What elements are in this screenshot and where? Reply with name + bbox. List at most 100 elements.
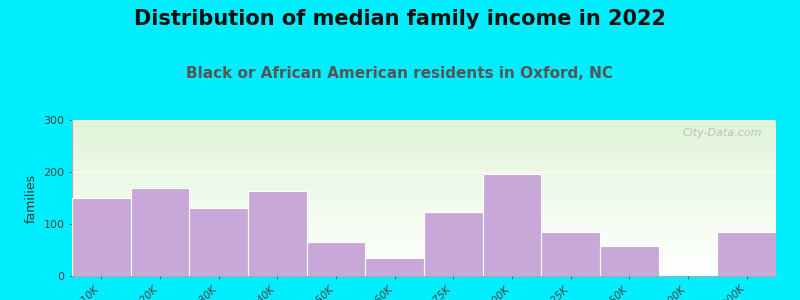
Bar — [72, 223, 776, 224]
Bar — [72, 246, 776, 247]
Bar — [72, 141, 776, 142]
Bar — [72, 239, 776, 240]
Bar — [72, 124, 776, 125]
Bar — [72, 135, 776, 136]
Bar — [72, 170, 776, 171]
Bar — [72, 202, 776, 203]
Bar — [72, 125, 776, 126]
Bar — [72, 253, 776, 254]
Bar — [72, 240, 776, 241]
Bar — [72, 233, 776, 234]
Bar — [72, 209, 776, 210]
Bar — [72, 177, 776, 178]
Bar — [72, 235, 776, 236]
Bar — [72, 147, 776, 148]
Bar — [72, 139, 776, 140]
Bar — [72, 193, 776, 194]
Bar — [72, 186, 776, 187]
Bar — [72, 220, 776, 221]
Bar — [72, 266, 776, 267]
Bar — [72, 232, 776, 233]
Bar — [72, 222, 776, 223]
Bar — [542, 232, 600, 276]
Bar — [72, 225, 776, 226]
Bar — [72, 195, 776, 196]
Bar — [72, 160, 776, 161]
Text: City-Data.com: City-Data.com — [682, 128, 762, 138]
Bar — [72, 142, 776, 143]
Bar — [72, 198, 776, 199]
Bar — [72, 180, 776, 181]
Bar — [72, 121, 776, 122]
Bar — [72, 132, 776, 133]
Bar — [72, 215, 776, 216]
Bar — [72, 264, 776, 265]
Bar — [72, 257, 776, 258]
Bar — [72, 224, 776, 225]
Bar — [72, 183, 776, 184]
Bar — [72, 178, 776, 179]
Bar — [72, 194, 776, 195]
Bar — [72, 128, 776, 129]
Bar — [72, 238, 776, 239]
Bar — [72, 134, 776, 135]
Bar — [72, 270, 776, 271]
Bar — [72, 248, 776, 249]
Bar — [72, 174, 776, 175]
Bar — [306, 242, 366, 276]
Text: Distribution of median family income in 2022: Distribution of median family income in … — [134, 9, 666, 29]
Bar — [72, 157, 776, 158]
Bar — [72, 130, 776, 131]
Bar — [72, 207, 776, 208]
Bar — [72, 226, 776, 227]
Bar — [72, 271, 776, 272]
Bar — [72, 213, 776, 214]
Bar — [72, 255, 776, 256]
Bar — [72, 149, 776, 150]
Bar — [72, 267, 776, 268]
Bar — [72, 156, 776, 157]
Bar — [72, 269, 776, 270]
Bar — [72, 190, 776, 191]
Bar — [72, 260, 776, 261]
Bar — [72, 136, 776, 137]
Bar — [72, 120, 776, 121]
Bar — [72, 131, 776, 132]
Bar — [72, 171, 776, 172]
Bar — [72, 168, 776, 169]
Bar — [72, 199, 776, 200]
Bar — [72, 148, 776, 149]
Bar — [72, 256, 776, 257]
Bar — [72, 145, 776, 146]
Bar — [72, 123, 776, 124]
Bar — [72, 249, 776, 250]
Bar — [72, 228, 776, 229]
Bar — [72, 189, 776, 190]
Bar — [72, 204, 776, 205]
Bar — [72, 137, 776, 138]
Bar — [72, 163, 776, 164]
Bar — [72, 127, 776, 128]
Bar — [424, 212, 482, 276]
Bar — [482, 174, 542, 276]
Bar — [72, 229, 776, 230]
Bar — [72, 162, 776, 163]
Bar — [72, 261, 776, 262]
Bar — [72, 175, 776, 176]
Y-axis label: families: families — [25, 173, 38, 223]
Bar — [72, 262, 776, 263]
Bar — [190, 208, 248, 276]
Bar — [72, 268, 776, 269]
Bar — [72, 138, 776, 139]
Bar — [72, 182, 776, 183]
Bar — [72, 206, 776, 207]
Bar — [72, 274, 776, 275]
Bar — [72, 212, 776, 213]
Bar — [72, 155, 776, 156]
Bar — [72, 201, 776, 202]
Bar — [72, 191, 776, 192]
Bar — [72, 265, 776, 266]
Bar — [72, 234, 776, 235]
Bar — [72, 208, 776, 209]
Bar — [72, 167, 776, 168]
